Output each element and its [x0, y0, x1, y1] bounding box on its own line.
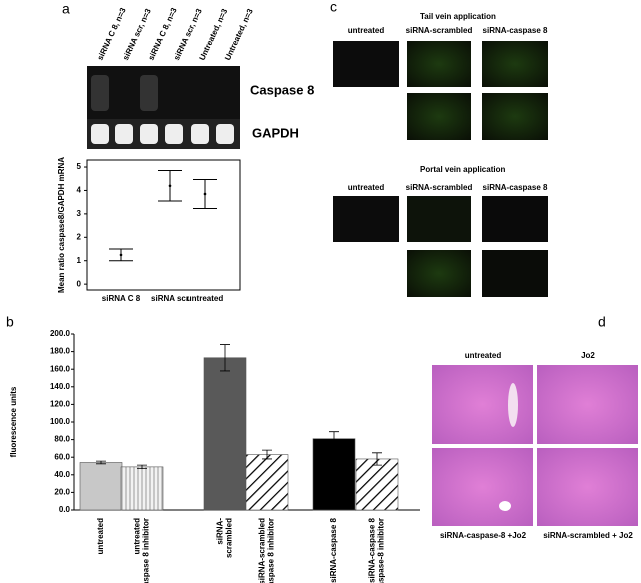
x-tick-label: siRNA scr	[151, 294, 189, 303]
y-tick-label: 100.0	[50, 417, 71, 426]
error-bar	[329, 431, 339, 447]
column-label: siRNA-scrambled	[406, 26, 473, 35]
column-label: untreated	[348, 26, 385, 35]
plot-frame	[86, 159, 241, 291]
y-tick-label: 60.0	[54, 452, 70, 461]
bar	[355, 458, 399, 511]
panel-letter: c	[330, 0, 337, 15]
y-tick-label: 200.0	[50, 329, 71, 338]
blot-label: Caspase 8	[250, 82, 314, 97]
y-tick-label: 80.0	[54, 435, 70, 444]
x-tick-label: siRNA C 8	[102, 294, 141, 303]
panel-letter: b	[6, 314, 14, 330]
mean-point	[203, 192, 207, 196]
error-bar	[96, 460, 106, 465]
y-tick-label: 1	[77, 256, 82, 265]
bar	[120, 466, 164, 511]
histology-label: untreated	[465, 351, 502, 360]
error-bar	[220, 344, 230, 372]
y-tick-label: 160.0	[50, 364, 71, 373]
y-tick-label: 3	[77, 209, 82, 218]
y-tick-label: 20.0	[54, 488, 70, 497]
gapdh-bands	[91, 124, 234, 144]
y-tick-label: 5	[77, 162, 82, 171]
histology-label: siRNA-caspase-8 +Jo2	[440, 531, 527, 540]
y-tick-label: 0.0	[59, 505, 71, 514]
x-tick-label: untreated	[96, 518, 105, 555]
column-label: untreated	[348, 183, 385, 192]
x-tick-label: untreated+ Caspase 8 inhibitor	[133, 518, 151, 583]
mean-point	[168, 184, 172, 188]
x-tick-label: siRNA-caspase 8+Caspase-8 inhibitor	[368, 517, 386, 583]
column-label: siRNA-caspase 8	[483, 26, 548, 35]
panel-letter: a	[62, 1, 70, 17]
histology-label: Jo2	[581, 351, 595, 360]
column-label: siRNA-caspase 8	[483, 183, 548, 192]
x-tick-label: siRNA-scrambled+ Caspase 8 inhibitor	[258, 518, 276, 583]
imaging-title: Portal vein application	[420, 165, 505, 174]
lane-label: Untreated, n=3	[223, 7, 255, 62]
blot-caspase	[87, 66, 240, 120]
histology-label: siRNA-scrambled + Jo2	[543, 531, 633, 540]
imaging-title: Tail vein application	[420, 12, 496, 21]
mean-point	[119, 253, 123, 257]
y-axis-label: Mean ratio caspase8/GAPDH mRNA	[57, 157, 66, 293]
y-tick-label: 140.0	[50, 382, 71, 391]
bar	[79, 462, 123, 511]
x-tick-label: untreated	[187, 294, 224, 303]
y-tick-label: 0	[77, 279, 82, 288]
bar	[245, 454, 289, 511]
error-bar	[372, 452, 382, 466]
error-bar	[137, 464, 147, 470]
y-tick-label: 120.0	[50, 400, 71, 409]
y-tick-label: 40.0	[54, 470, 70, 479]
error-bar	[262, 449, 272, 460]
bar	[203, 357, 247, 511]
panel-letter: d	[598, 314, 606, 330]
y-tick-label: 180.0	[50, 347, 71, 356]
column-label: siRNA-scrambled	[406, 183, 473, 192]
bar	[312, 438, 356, 511]
y-axis-label: fluorescence units	[9, 386, 18, 457]
y-tick-label: 2	[77, 232, 82, 241]
caspase-bands	[91, 75, 158, 111]
y-tick-label: 4	[77, 186, 82, 195]
x-tick-label: siRNA-caspase 8	[329, 517, 338, 582]
blot-label: GAPDH	[252, 125, 299, 140]
histology-panels	[432, 365, 638, 526]
x-tick-label: siRNA-scrambled	[216, 518, 234, 558]
imaging-panels	[333, 41, 548, 297]
blot-gapdh	[87, 119, 240, 149]
